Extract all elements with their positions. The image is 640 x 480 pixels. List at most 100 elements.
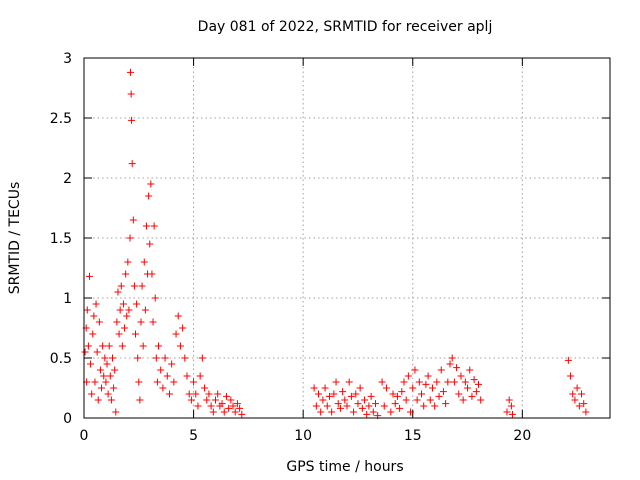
data-point [582, 408, 590, 416]
y-tick-label: 2 [63, 171, 72, 187]
data-point [90, 312, 98, 320]
data-point [141, 306, 149, 314]
data-point [127, 90, 135, 98]
data-point [330, 390, 338, 398]
data-point [117, 282, 125, 290]
data-point [140, 258, 148, 266]
data-point [135, 378, 143, 386]
data-point [96, 366, 104, 374]
data-point [573, 384, 581, 392]
data-point [325, 392, 333, 400]
data-point [165, 390, 173, 398]
data-point [124, 258, 132, 266]
data-point [431, 402, 439, 410]
data-point [411, 366, 419, 374]
data-point [507, 402, 515, 410]
data-point [409, 384, 417, 392]
data-point [457, 372, 465, 380]
data-point [420, 402, 428, 410]
data-point [400, 378, 408, 386]
tick-layer: 0 0.5 1 1.5 2 2.5 3 0 5 10 15 20 [50, 51, 610, 444]
data-point [126, 234, 134, 242]
data-point [163, 372, 171, 380]
data-point [350, 408, 358, 416]
data-point [347, 392, 355, 400]
chart-title: Day 081 of 2022, SRMTID for receiver apl… [198, 19, 493, 35]
data-point [459, 396, 467, 404]
x-tick-label: 5 [189, 428, 198, 444]
data-point [569, 390, 577, 398]
data-point [505, 396, 513, 404]
data-point [312, 402, 320, 410]
data-point [203, 396, 211, 404]
x-tick-label: 10 [294, 428, 312, 444]
data-point [317, 408, 325, 416]
data-point [468, 392, 476, 400]
data-point [446, 360, 454, 368]
data-point [571, 396, 579, 404]
x-tick-label: 20 [513, 428, 531, 444]
data-point [174, 312, 182, 320]
data-point [227, 396, 235, 404]
data-point [95, 318, 103, 326]
data-point [328, 408, 336, 416]
data-point [112, 408, 120, 416]
data-point [472, 388, 480, 396]
y-tick-label: 1.5 [50, 231, 72, 247]
data-point [503, 408, 511, 416]
data-point [332, 378, 340, 386]
data-point [194, 402, 202, 410]
data-point [233, 400, 241, 408]
data-point [138, 282, 146, 290]
data-point [475, 380, 482, 388]
data-point [115, 330, 123, 338]
data-point [407, 408, 415, 416]
y-tick-label: 2.5 [50, 111, 72, 127]
data-point [453, 364, 461, 372]
data-point [105, 342, 113, 350]
data-point [580, 400, 588, 408]
data-point [151, 294, 159, 302]
data-point [380, 402, 388, 410]
data-point [398, 388, 406, 396]
data-point [367, 392, 375, 400]
data-point [88, 390, 96, 398]
data-point [422, 380, 430, 388]
data-point [99, 342, 107, 350]
data-point [396, 404, 404, 412]
data-point [190, 378, 198, 386]
data-point [212, 396, 219, 404]
data-point [142, 222, 150, 230]
data-point [126, 68, 134, 76]
data-point [564, 356, 572, 364]
data-point [108, 354, 116, 362]
y-tick-label: 0 [63, 411, 72, 427]
data-point [341, 396, 349, 404]
data-point [114, 288, 122, 296]
data-point [101, 354, 109, 362]
data-point [466, 366, 474, 374]
data-point [84, 342, 92, 350]
data-points-layer [81, 68, 590, 420]
grid-layer [84, 58, 610, 418]
data-point [321, 384, 329, 392]
data-point [205, 390, 213, 398]
data-point [136, 396, 144, 404]
data-point [356, 384, 364, 392]
data-point [179, 324, 187, 332]
data-point [404, 372, 412, 380]
data-point [433, 378, 441, 386]
data-point [334, 400, 342, 408]
data-point [567, 372, 575, 380]
data-point [119, 300, 127, 308]
data-point [343, 402, 351, 410]
data-point [448, 354, 456, 362]
data-point [110, 384, 118, 392]
data-point [132, 330, 140, 338]
data-point [113, 318, 121, 326]
data-point [98, 384, 106, 392]
data-point [236, 404, 244, 412]
data-point [207, 402, 215, 410]
data-point [345, 378, 353, 386]
data-point [122, 270, 130, 278]
